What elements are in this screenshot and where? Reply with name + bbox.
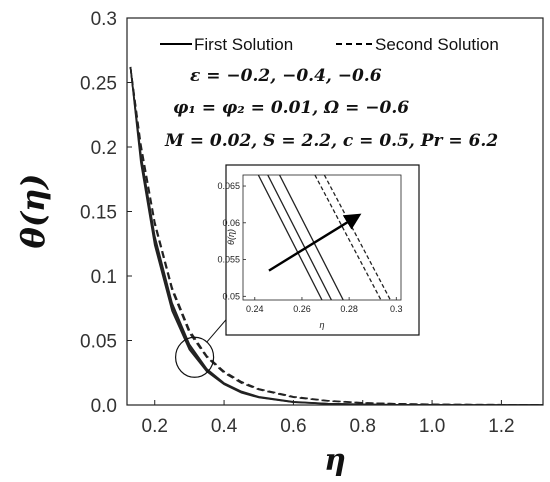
- y-tick-label: 0.3: [91, 9, 117, 30]
- inset-series-line-3: [314, 175, 382, 300]
- annotation-phi: φ₁ = φ₂ = 0.01, Ω = −0.6: [173, 98, 409, 118]
- inset-x-tick-label: 0.3: [390, 304, 403, 314]
- inset-background: [225, 164, 420, 336]
- inset-y-tick-label: 0.06: [222, 218, 240, 228]
- inset-series-line-2: [278, 175, 344, 300]
- inset-series-lines: [257, 175, 391, 300]
- inset-y-tick-label: 0.065: [217, 181, 240, 191]
- inset-x-tick-label: 0.24: [246, 304, 264, 314]
- y-axis: 0.0 0.05 0.1 0.15 0.2 0.25 0.3: [80, 9, 132, 417]
- inset-x-axis: 0.24 0.26 0.28 0.3: [246, 297, 403, 314]
- y-tick-label: 0.15: [80, 203, 117, 224]
- y-axis-label: θ(η): [14, 174, 52, 249]
- x-tick-label: 0.6: [280, 416, 306, 437]
- inset-series-line-0: [257, 175, 323, 300]
- inset-y-label: θ(η): [226, 229, 236, 245]
- inset-y-tick-label: 0.05: [222, 291, 240, 301]
- x-axis: 0.2 0.4 0.6 0.8 1.0 1.2: [142, 400, 515, 437]
- legend-label-second: Second Solution: [375, 35, 499, 54]
- inset-series-line-4: [323, 175, 391, 300]
- inset-x-label: η: [320, 320, 325, 330]
- y-tick-label: 0.2: [91, 138, 117, 159]
- inset-x-tick-label: 0.28: [340, 304, 358, 314]
- y-tick-label: 0.1: [91, 267, 117, 288]
- legend: First Solution Second Solution: [160, 35, 499, 54]
- x-tick-label: 1.2: [488, 416, 514, 437]
- inset-series-line-1: [267, 175, 333, 300]
- inset-chart: 0.05 0.055 0.06 0.065 0.24 0.26 0.28 0.3 η θ(η…: [217, 164, 420, 336]
- annotation-params: M = 0.02, S = 2.2, c = 0.5, Pr = 6.2: [164, 131, 498, 151]
- x-tick-label: 0.2: [142, 416, 168, 437]
- y-tick-label: 0.25: [80, 74, 117, 95]
- inset-y-axis: 0.05 0.055 0.06 0.065: [217, 181, 246, 301]
- annotation-epsilon: ε = −0.2, −0.4, −0.6: [190, 66, 382, 86]
- y-tick-label: 0.05: [80, 332, 117, 353]
- series-lines: [129, 66, 543, 405]
- x-tick-label: 0.8: [350, 416, 376, 437]
- inset-y-tick-label: 0.055: [217, 255, 240, 265]
- y-tick-label: 0.0: [91, 396, 117, 417]
- x-tick-label: 0.4: [211, 416, 238, 437]
- trend-arrow: [268, 213, 362, 272]
- zoom-circle: [175, 336, 215, 378]
- inset-x-tick-label: 0.26: [293, 304, 311, 314]
- x-axis-label: η: [324, 443, 346, 478]
- series-line-second-4: [129, 66, 543, 405]
- legend-label-first: First Solution: [194, 35, 293, 54]
- x-tick-label: 1.0: [419, 416, 445, 437]
